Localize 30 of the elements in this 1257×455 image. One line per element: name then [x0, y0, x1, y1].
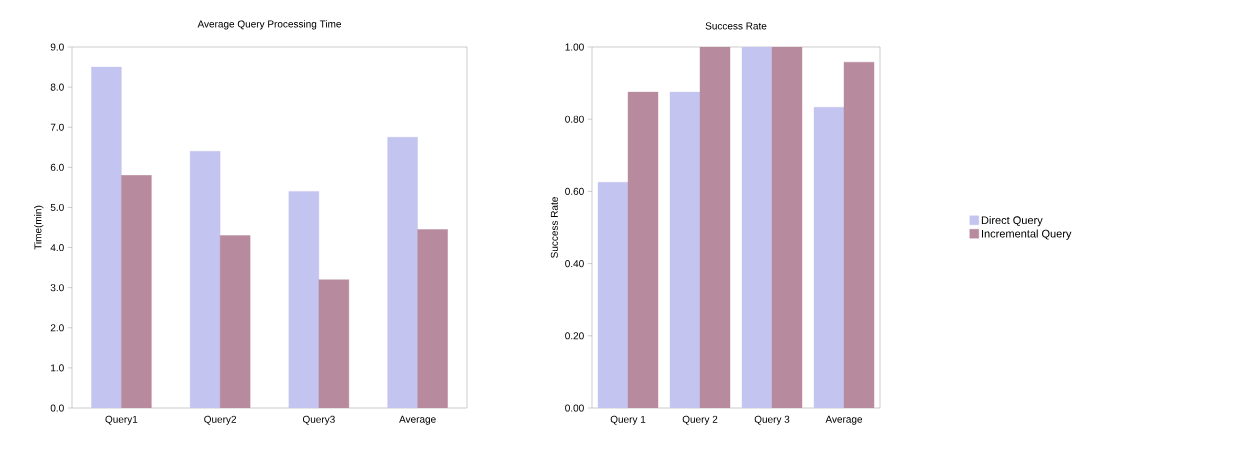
x-tick-label: Average: [825, 415, 863, 425]
y-tick-label: 4.0: [50, 244, 64, 252]
y-tick-label: 0.0: [50, 404, 64, 412]
y-tick-label: 9.0: [50, 43, 64, 51]
y-tick-label: 1.00: [565, 43, 584, 51]
x-tick-label: Query2: [204, 415, 237, 425]
y-tick-label: 0.40: [565, 260, 584, 268]
x-tick-label: Query 1: [610, 415, 646, 425]
x-tick-label: Query3: [302, 415, 335, 425]
y-tick-label: 0.80: [565, 115, 584, 123]
y-tick-label: 5.0: [50, 203, 64, 211]
x-tick-label: Average: [399, 415, 436, 425]
y-tick-label: 2.0: [50, 324, 64, 332]
y-tick-label: 7.0: [50, 123, 64, 131]
x-tick-label: Query 3: [754, 415, 790, 425]
y-tick-label: 0.20: [565, 332, 584, 340]
x-tick-label: Query1: [105, 415, 138, 425]
y-axis-title: Time(min): [34, 205, 44, 250]
y-tick-label: 6.0: [50, 163, 64, 171]
y-tick-label: 8.0: [50, 83, 64, 91]
y-tick-label: 1.0: [51, 364, 64, 372]
y-tick-label: 0.00: [565, 404, 584, 412]
y-axis-title: Success Rate: [550, 197, 558, 258]
legend-label: Incremental Query: [982, 229, 1072, 240]
y-tick-label: 3.0: [50, 284, 64, 292]
chart-title: Average Query Processing Time: [197, 20, 342, 30]
chart-title: Success Rate: [705, 22, 767, 30]
x-tick-label: Query 2: [682, 415, 718, 425]
y-tick-label: 0.60: [565, 187, 584, 195]
legend-label: Direct Query: [981, 216, 1043, 227]
